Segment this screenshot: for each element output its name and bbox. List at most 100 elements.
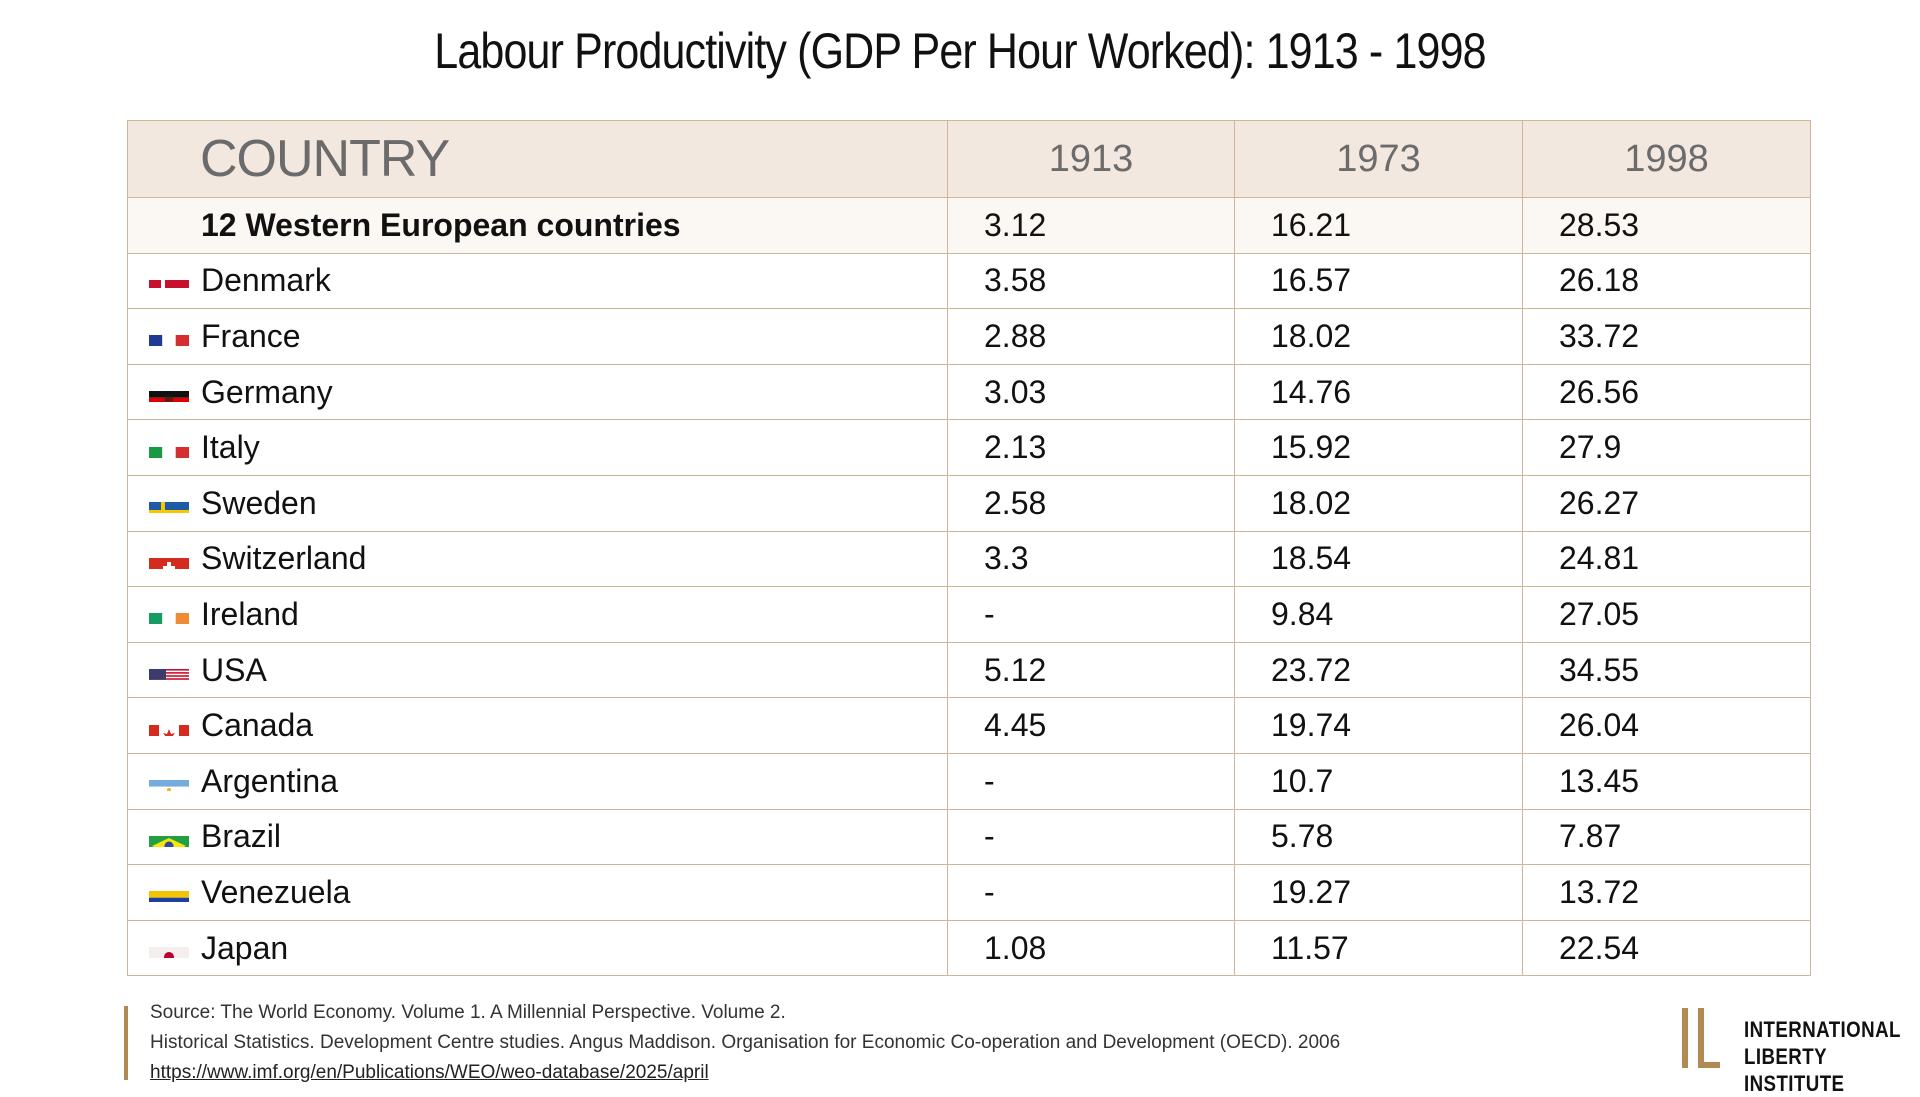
country-cell: 12 Western European countries [127,197,948,254]
value-cell-1913: 2.88 [947,308,1235,365]
canada-flag-icon [149,716,189,736]
argentina-flag-icon [149,771,189,792]
value-cell-1973: 19.27 [1234,864,1523,921]
value-cell-1973: 5.78 [1234,808,1523,866]
value-cell-1998: 27.9 [1522,419,1811,476]
table-row: 12 Western European countries 3.12 16.21 28… [127,197,1811,254]
productivity-table: COUNTRY 1913 1973 1998 12 Western Europe… [127,120,1811,977]
value-cell-1973: 19.74 [1234,697,1523,754]
country-name: Italy [201,429,260,466]
value-cell-1913: 2.58 [947,474,1235,532]
table-row: Venezuela -19.27 13.72 [127,864,1811,921]
country-name: Sweden [201,484,317,521]
source-line-1: Source: The World Economy. Volume 1. A M… [150,1002,786,1023]
ili-logo-icon [1682,1008,1720,1068]
country-cell: Venezuela [127,864,948,921]
country-name: Ireland [201,595,299,632]
country-cell: Sweden [127,474,948,532]
denmark-flag-icon [149,271,189,291]
value-cell-1973: 23.72 [1234,641,1523,699]
country-cell: Germany [127,363,948,421]
country-cell: Denmark [127,252,948,310]
logo-line-2: LIBERTY INSTITUTE [1744,1044,1845,1096]
logo-text: INTERNATIONAL LIBERTY INSTITUTE [1744,1016,1901,1097]
value-cell-1998: 28.53 [1522,197,1811,254]
country-cell: Brazil [127,808,948,866]
sweden-flag-icon [149,493,189,514]
table-row: USA 5.12 23.72 34.55 [127,641,1811,699]
value-cell-1973: 18.02 [1234,308,1523,365]
table-row: Switzerland 3.3 18.54 24.81 [127,530,1811,588]
value-cell-1913: 1.08 [947,919,1235,977]
country-name: Venezuela [201,873,351,910]
value-cell-1973: 16.57 [1234,252,1523,310]
source-note: Source: The World Economy. Volume 1. A M… [150,998,1340,1088]
value-cell-1913: 3.03 [947,363,1235,421]
table-row: Argentina -10.7 13.45 [127,752,1811,810]
value-cell-1913: - [947,808,1235,866]
switzerland-flag-icon [149,549,189,569]
country-name: USA [201,651,267,688]
country-cell: Argentina [127,752,948,810]
table-row: Japan 1.08 11.57 22.54 [127,919,1811,977]
country-name: Japan [201,929,289,966]
chart-title: Labour Productivity (GDP Per Hour Worked… [434,23,1486,79]
country-cell: France [127,308,948,365]
column-header-country: COUNTRY [127,120,948,198]
table-body: 12 Western European countries 3.12 16.21 28… [127,197,1811,977]
value-cell-1973: 11.57 [1234,919,1523,977]
country-cell: USA [127,641,948,699]
value-cell-1913: 3.12 [947,197,1235,254]
value-cell-1973: 16.21 [1234,197,1523,254]
source-link[interactable]: https://www.imf.org/en/Publications/WEO/… [150,1062,709,1083]
japan-flag-icon [149,938,189,959]
table-row: Canada 4.45 19.74 26.04 [127,697,1811,754]
value-cell-1913: 2.13 [947,419,1235,476]
value-cell-1998: 7.87 [1522,808,1811,866]
value-cell-1998: 26.56 [1522,363,1811,421]
value-cell-1998: 13.72 [1522,864,1811,921]
value-cell-1973: 18.54 [1234,530,1523,588]
value-cell-1913: 3.3 [947,530,1235,588]
country-cell: Japan [127,919,948,977]
value-cell-1973: 9.84 [1234,586,1523,643]
value-cell-1973: 14.76 [1234,363,1523,421]
country-name: 12 Western European countries [201,206,681,243]
table-row: Sweden 2.58 18.02 26.27 [127,474,1811,532]
france-flag-icon [149,326,189,347]
logo-line-1: INTERNATIONAL [1744,1017,1901,1042]
value-cell-1913: - [947,586,1235,643]
usa-flag-icon [149,660,189,681]
value-cell-1998: 26.27 [1522,474,1811,532]
table-row: Denmark 3.58 16.57 26.18 [127,252,1811,310]
value-cell-1998: 33.72 [1522,308,1811,365]
table-row: Germany 3.03 14.76 26.56 [127,363,1811,421]
value-cell-1913: - [947,864,1235,921]
column-header-1913: 1913 [947,120,1235,198]
value-cell-1998: 22.54 [1522,919,1811,977]
value-cell-1998: 34.55 [1522,641,1811,699]
country-name: Canada [201,707,314,744]
table-row: France 2.88 18.02 33.72 [127,308,1811,365]
germany-flag-icon [149,382,189,403]
country-cell: Canada [127,697,948,754]
table-header-row: COUNTRY 1913 1973 1998 [127,120,1811,198]
country-name: Argentina [201,762,338,799]
value-cell-1998: 26.04 [1522,697,1811,754]
country-name: Switzerland [201,540,367,577]
value-cell-1998: 13.45 [1522,752,1811,810]
value-cell-1998: 24.81 [1522,530,1811,588]
country-cell: Ireland [127,586,948,643]
value-cell-1998: 27.05 [1522,586,1811,643]
country-name: Denmark [201,262,331,299]
source-line-2: Historical Statistics. Development Centr… [150,1032,1341,1053]
column-header-1998: 1998 [1522,120,1811,198]
country-name: France [201,317,301,354]
value-cell-1913: 4.45 [947,697,1235,754]
ireland-flag-icon [149,604,189,625]
footer-accent-bar [124,1006,128,1080]
value-cell-1973: 10.7 [1234,752,1523,810]
country-cell: Switzerland [127,530,948,588]
table-row: Italy 2.13 15.92 27.9 [127,419,1811,476]
value-cell-1913: 3.58 [947,252,1235,310]
